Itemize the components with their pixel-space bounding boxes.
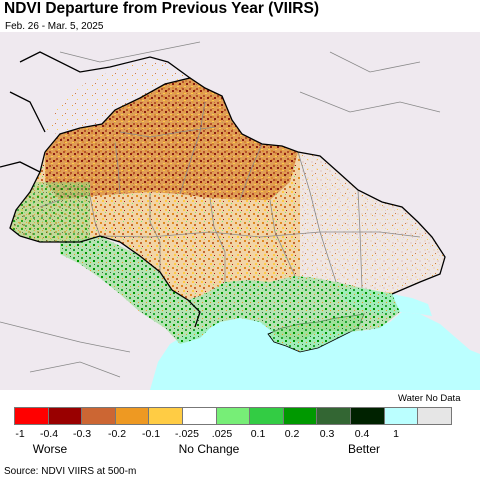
legend-tick: -0.1 [141,428,161,440]
legend-tick: -1 [15,428,25,440]
legend-tick: 0.4 [354,428,370,440]
map-title: NDVI Departure from Previous Year (VIIRS… [4,0,319,17]
legend-tick: -0.3 [72,428,92,440]
legend-tick: -0.4 [39,428,59,440]
source-note: Source: NDVI VIIRS at 500-m [4,466,137,477]
swatch [282,407,318,425]
ndvi-map [0,32,480,390]
swatch [181,407,217,425]
water-nodata-label: Water No Data [398,393,461,404]
swatch [383,407,419,425]
category-better: Better [347,442,381,456]
date-range: Feb. 26 - Mar. 5, 2025 [5,21,104,32]
swatch [81,407,116,425]
swatch [417,407,452,425]
legend-tick: -0.2 [107,428,127,440]
legend-tick: -.025 [175,428,199,440]
category-no-change: No Change [178,442,240,456]
swatch [47,407,83,425]
legend-colorbar [14,407,452,425]
swatch [316,407,351,425]
swatch [148,407,183,425]
swatch [249,407,284,425]
legend-tick: 0.2 [284,428,300,440]
legend-tick: 0.1 [250,428,266,440]
legend-tick: .025 [211,428,233,440]
legend-tick: 1 [393,428,399,440]
swatch [14,407,49,425]
swatch [349,407,385,425]
category-worse: Worse [32,442,68,456]
belarus-area [45,60,190,134]
legend-tick: 0.3 [319,428,335,440]
black-sea [150,312,480,390]
country-borders [0,51,446,328]
swatch [114,407,150,425]
region-borders [0,41,441,378]
swatch [215,407,251,425]
